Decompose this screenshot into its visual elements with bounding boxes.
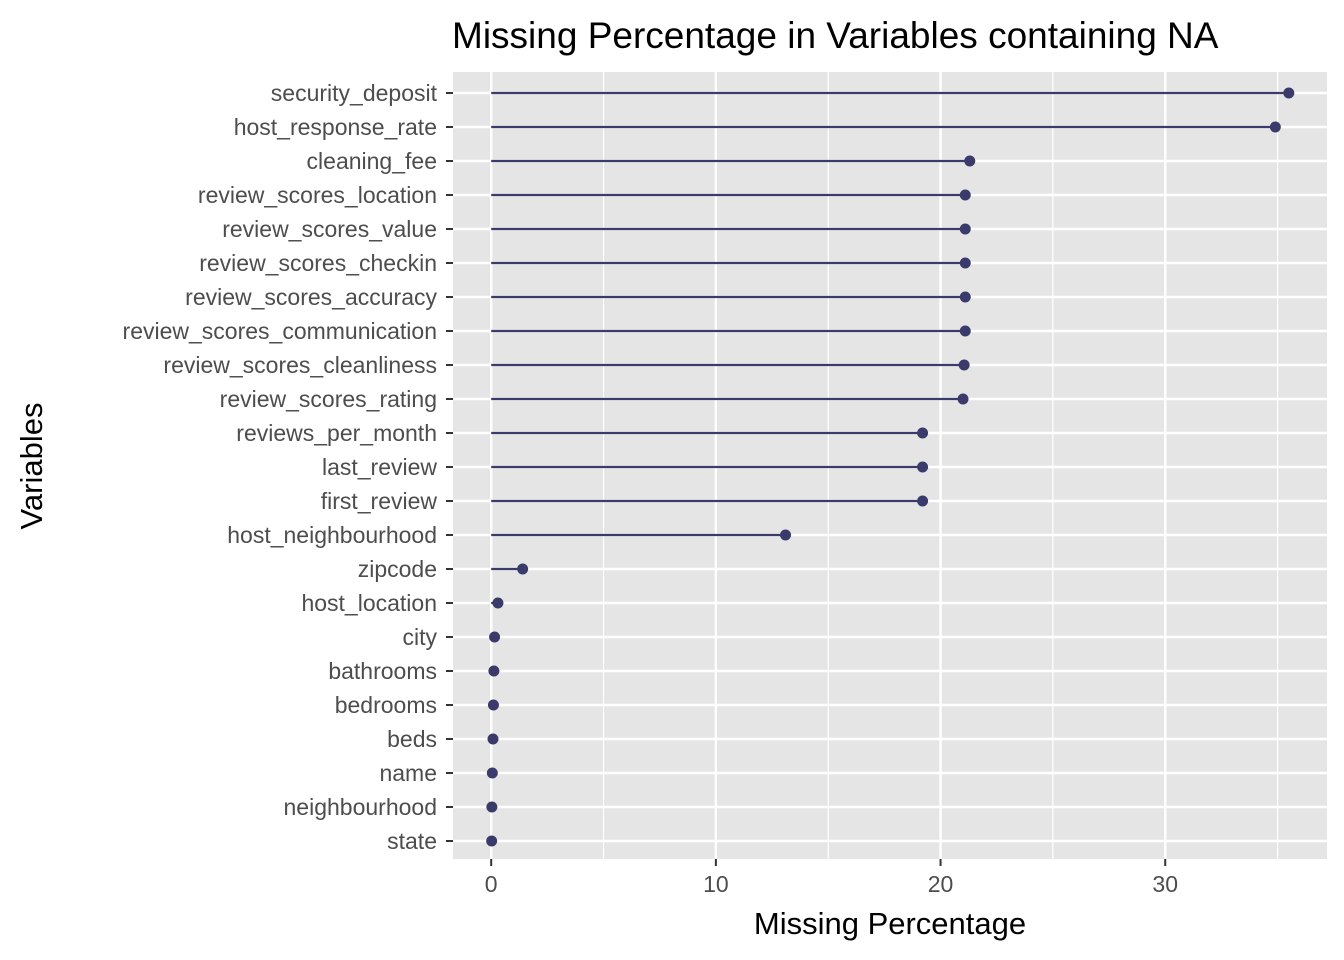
y-tick-label: reviews_per_month (236, 420, 437, 446)
x-tick-label: 30 (1152, 871, 1178, 897)
lollipop-point (1283, 87, 1295, 99)
y-tick-label: review_scores_communication (123, 318, 437, 344)
y-axis-ticks: security_deposit host_response_ratecleani… (123, 80, 453, 854)
x-axis-ticks: 0 10 20 30 (485, 859, 1178, 897)
lollipop-point (958, 359, 970, 371)
y-tick-label: security_deposit (271, 80, 438, 106)
lollipop-point (517, 563, 529, 575)
lollipop-point (959, 189, 971, 201)
x-tick-label: 20 (928, 871, 954, 897)
y-tick-label: review_scores_rating (220, 386, 437, 412)
lollipop-point (1269, 121, 1281, 133)
lollipop-point (959, 291, 971, 303)
x-tick-label: 0 (485, 871, 498, 897)
lollipop-point (917, 495, 929, 507)
y-tick-label: review_scores_location (198, 182, 437, 208)
y-tick-label: host_neighbourhood (227, 522, 437, 548)
lollipop-point (486, 801, 498, 813)
lollipop-point (486, 767, 498, 779)
chart-title: Missing Percentage in Variables containi… (452, 15, 1219, 56)
y-tick-label: review_scores_cleanliness (163, 352, 437, 378)
y-tick-label: state (387, 828, 437, 854)
x-axis-title: Missing Percentage (754, 906, 1026, 941)
lollipop-point (489, 631, 501, 643)
y-tick-label: review_scores_value (222, 216, 437, 242)
y-axis-title: Variables (14, 403, 49, 530)
lollipop-point (488, 665, 500, 677)
lollipop-point (964, 155, 976, 167)
plot-panel (453, 72, 1327, 859)
lollipop-point (959, 257, 971, 269)
lollipop-point (959, 223, 971, 235)
lollipop-point (487, 699, 499, 711)
lollipop-point (487, 733, 499, 745)
lollipop-point (486, 835, 498, 847)
y-tick-label: bathrooms (328, 658, 437, 684)
y-tick-label: host_response_rate (234, 114, 437, 140)
y-tick-label: beds (387, 726, 437, 752)
y-tick-label: review_scores_checkin (199, 250, 437, 276)
y-tick-label: zipcode (358, 556, 437, 582)
y-tick-label: cleaning_fee (307, 148, 437, 174)
lollipop-point (959, 325, 971, 337)
y-tick-label: neighbourhood (284, 794, 437, 820)
y-tick-label: review_scores_accuracy (185, 284, 437, 310)
lollipop-points (486, 87, 1295, 847)
lollipop-point (492, 597, 504, 609)
minor-gridlines (602, 72, 1279, 859)
y-tick-label: name (379, 760, 437, 786)
x-tick-label: 10 (703, 871, 729, 897)
lollipop-stems (491, 91, 1289, 843)
lollipop-point (957, 393, 969, 405)
y-tick-label: first_review (321, 488, 438, 514)
lollipop-point (917, 461, 929, 473)
y-tick-label: host_location (301, 590, 437, 616)
y-tick-label: bedrooms (335, 692, 437, 718)
lollipop-point (780, 529, 792, 541)
y-tick-label: last_review (322, 454, 437, 480)
y-tick-label: city (403, 624, 438, 650)
lollipop-point (917, 427, 929, 439)
